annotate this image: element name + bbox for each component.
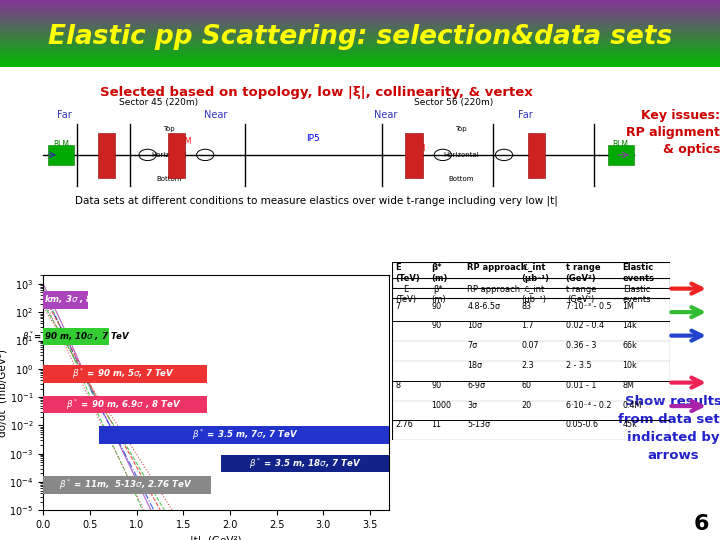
Text: Selected based on topology, low |ξ|, collinearity, & vertex: Selected based on topology, low |ξ|, col… xyxy=(100,86,534,99)
Text: β*
(m): β* (m) xyxy=(431,263,448,282)
Text: 1000: 1000 xyxy=(431,401,451,409)
Text: 5-13σ: 5-13σ xyxy=(467,420,490,429)
Text: Elastic
events: Elastic events xyxy=(623,263,654,282)
Text: RP approach: RP approach xyxy=(467,263,527,272)
Text: 0.4M: 0.4M xyxy=(623,401,642,409)
Text: Far: Far xyxy=(518,110,533,120)
Text: Show results
from data sets
indicated by
arrows: Show results from data sets indicated by… xyxy=(618,395,720,462)
Text: Sector 56 (220m): Sector 56 (220m) xyxy=(414,98,493,107)
Text: 2.76: 2.76 xyxy=(395,420,413,429)
Text: Bottom: Bottom xyxy=(448,177,474,183)
Text: 6·10⁻⁴ - 0.2: 6·10⁻⁴ - 0.2 xyxy=(566,401,611,409)
Text: 10k: 10k xyxy=(623,361,637,370)
Text: Elastic
events: Elastic events xyxy=(623,285,651,304)
Text: 3σ: 3σ xyxy=(467,401,477,409)
Text: E
(TeV): E (TeV) xyxy=(395,285,416,304)
Text: Sector 45 (220m): Sector 45 (220m) xyxy=(119,98,198,107)
Text: Far: Far xyxy=(58,110,72,120)
Text: $\beta^*$= 1 km, 3$\sigma$ , 8 TeV: $\beta^*$= 1 km, 3$\sigma$ , 8 TeV xyxy=(13,293,116,307)
Text: 8: 8 xyxy=(395,381,400,390)
Text: 0.02 - 0.4: 0.02 - 0.4 xyxy=(566,321,603,330)
Text: Bottom: Bottom xyxy=(156,177,182,183)
Text: Elastic pp Scattering: selection&data sets: Elastic pp Scattering: selection&data se… xyxy=(48,24,672,50)
Bar xyxy=(98,133,115,178)
Text: Data sets at different conditions to measure elastics over wide t-range includin: Data sets at different conditions to mea… xyxy=(76,195,558,206)
Text: $\beta^*$ = 90 m, 5$\sigma$, 7 TeV: $\beta^*$ = 90 m, 5$\sigma$, 7 TeV xyxy=(73,367,176,381)
Text: t range
(GeV²): t range (GeV²) xyxy=(566,285,596,304)
Bar xyxy=(41,291,88,309)
Text: 4.8-6.5σ: 4.8-6.5σ xyxy=(467,301,500,310)
Text: 2.3: 2.3 xyxy=(521,361,534,370)
Text: 45k: 45k xyxy=(623,420,637,429)
Text: Near: Near xyxy=(374,110,397,120)
Bar xyxy=(220,455,391,472)
Bar xyxy=(168,133,185,178)
Text: 90: 90 xyxy=(431,381,441,390)
Text: 0.07: 0.07 xyxy=(521,341,539,350)
Text: 90: 90 xyxy=(431,301,441,310)
Text: Key issues:
RP alignment
& optics: Key issues: RP alignment & optics xyxy=(626,109,720,156)
Text: 0.01 - 1: 0.01 - 1 xyxy=(566,381,596,390)
Text: BPM: BPM xyxy=(176,137,192,146)
Text: ℒ_int
(μb⁻¹): ℒ_int (μb⁻¹) xyxy=(521,285,546,304)
Text: 0.36 - 3: 0.36 - 3 xyxy=(566,341,596,350)
Text: IP5: IP5 xyxy=(306,134,320,143)
Text: 7: 7 xyxy=(395,301,400,310)
Text: E
(TeV): E (TeV) xyxy=(395,263,420,282)
Text: BPM: BPM xyxy=(410,144,426,152)
Text: $\beta^*$ = 3.5 m, 18$\sigma$, 7 TeV: $\beta^*$ = 3.5 m, 18$\sigma$, 7 TeV xyxy=(250,456,362,470)
Text: 10σ: 10σ xyxy=(467,321,482,330)
Text: BLM: BLM xyxy=(613,140,629,149)
Text: β*
(m): β* (m) xyxy=(431,285,446,304)
Text: 0.05-0.6: 0.05-0.6 xyxy=(566,420,598,429)
Text: 6: 6 xyxy=(693,514,709,535)
Bar xyxy=(41,476,212,494)
Text: $\beta^*$ = 3.5 m, 7$\sigma$, 7 TeV: $\beta^*$ = 3.5 m, 7$\sigma$, 7 TeV xyxy=(192,428,298,442)
X-axis label: |t|  (GeV²): |t| (GeV²) xyxy=(190,536,242,540)
Text: 7σ: 7σ xyxy=(467,341,477,350)
Text: Horizontal: Horizontal xyxy=(443,152,479,158)
Text: 66k: 66k xyxy=(623,341,637,350)
Bar xyxy=(41,365,207,383)
Bar xyxy=(528,133,545,178)
Text: $\beta^*$= 90 m, 10$\sigma$ , 7 TeV: $\beta^*$= 90 m, 10$\sigma$ , 7 TeV xyxy=(19,329,131,343)
Bar xyxy=(99,426,391,444)
Text: $\beta^*$ = 90 m, 6.9$\sigma$ , 8 TeV: $\beta^*$ = 90 m, 6.9$\sigma$ , 8 TeV xyxy=(66,397,181,412)
Text: 1M: 1M xyxy=(623,301,634,310)
Text: Horizontal: Horizontal xyxy=(151,152,187,158)
Bar xyxy=(48,145,74,165)
Text: 8M: 8M xyxy=(623,381,634,390)
Text: $\beta^*$ = 11m,  5-13$\sigma$, 2.76 TeV: $\beta^*$ = 11m, 5-13$\sigma$, 2.76 TeV xyxy=(59,478,193,492)
Text: ℒ_int
(μb⁻¹): ℒ_int (μb⁻¹) xyxy=(521,263,549,283)
Text: 2 - 3.5: 2 - 3.5 xyxy=(566,361,591,370)
Text: 83: 83 xyxy=(521,301,531,310)
Bar xyxy=(41,396,207,414)
Text: 11: 11 xyxy=(431,420,441,429)
Text: 90: 90 xyxy=(431,321,441,330)
Bar xyxy=(41,328,109,345)
Text: 20: 20 xyxy=(521,401,531,409)
Text: 7·10⁻³ - 0.5: 7·10⁻³ - 0.5 xyxy=(566,301,611,310)
Text: Near: Near xyxy=(204,110,228,120)
Text: 60: 60 xyxy=(521,381,531,390)
Text: t range
(GeV²): t range (GeV²) xyxy=(566,263,600,282)
Text: 6-9σ: 6-9σ xyxy=(467,381,485,390)
Y-axis label: dσ/dt  (mb/GeV²): dσ/dt (mb/GeV²) xyxy=(0,349,8,437)
Text: Top: Top xyxy=(163,126,175,132)
Text: 1.7: 1.7 xyxy=(521,321,534,330)
Text: Top: Top xyxy=(455,126,467,132)
Text: 14k: 14k xyxy=(623,321,637,330)
Bar xyxy=(405,133,423,178)
Bar xyxy=(608,145,634,165)
Text: RP approach: RP approach xyxy=(467,285,521,294)
Text: BLM: BLM xyxy=(53,140,69,149)
Text: 18σ: 18σ xyxy=(467,361,482,370)
